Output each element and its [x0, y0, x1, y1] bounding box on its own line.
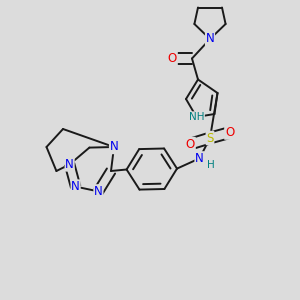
Text: O: O	[186, 137, 195, 151]
Text: N: N	[195, 152, 204, 165]
Text: N: N	[71, 180, 80, 193]
Text: N: N	[65, 158, 74, 171]
Text: N: N	[206, 32, 214, 46]
Text: H: H	[207, 160, 215, 170]
Text: O: O	[168, 52, 177, 65]
Text: S: S	[206, 131, 214, 145]
Text: N: N	[94, 185, 103, 198]
Text: N: N	[110, 140, 118, 154]
Text: O: O	[225, 126, 234, 139]
Text: NH: NH	[189, 112, 204, 122]
